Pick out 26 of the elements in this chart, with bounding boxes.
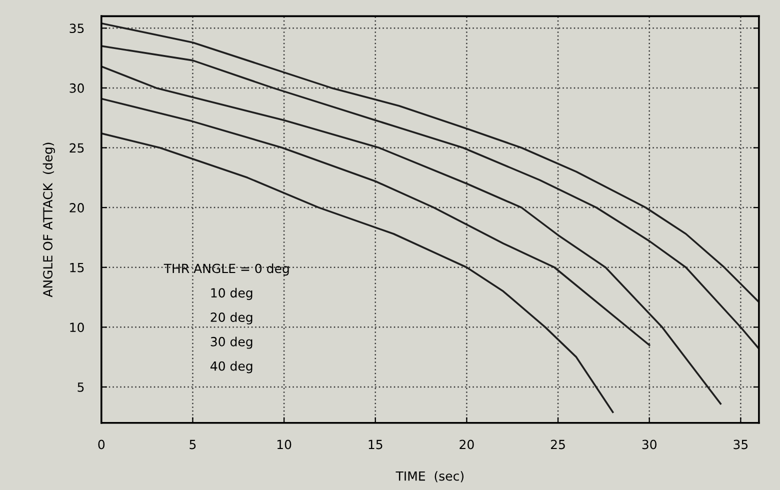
annotation: 30 deg	[210, 336, 252, 349]
line-series	[101, 66, 722, 405]
x-tick-label: 30	[642, 440, 656, 450]
annotation: 10 deg	[211, 288, 252, 300]
y-axis-title: ANGLE OF ATTACK (deg)	[42, 142, 55, 298]
y-tick-label: 30	[70, 83, 84, 93]
y-tick-label: 5	[78, 382, 84, 392]
x-tick-label: 5	[190, 440, 196, 450]
line-series	[101, 45, 759, 350]
y-tick-label: 25	[70, 143, 84, 153]
x-tick-label: 0	[98, 440, 105, 450]
y-tick-label: 15	[70, 263, 84, 272]
line-series	[101, 22, 759, 303]
y-tick-label: 10	[70, 322, 84, 332]
x-tick-label: 20	[460, 440, 474, 450]
x-tick-label: 10	[277, 440, 292, 450]
x-tick-label: 15	[368, 440, 382, 450]
y-tick-label: 20	[70, 203, 84, 212]
x-tick-label: 25	[550, 440, 565, 450]
y-tick-label: 35	[70, 24, 84, 34]
line-series	[101, 132, 614, 414]
x-axis-title: TIME (sec)	[396, 471, 464, 482]
x-tick-label: 35	[734, 440, 748, 450]
annotation: 20 deg	[210, 312, 252, 324]
annotation: THR ANGLE = 0 deg	[164, 263, 289, 276]
annotation: 40 deg	[210, 361, 252, 374]
